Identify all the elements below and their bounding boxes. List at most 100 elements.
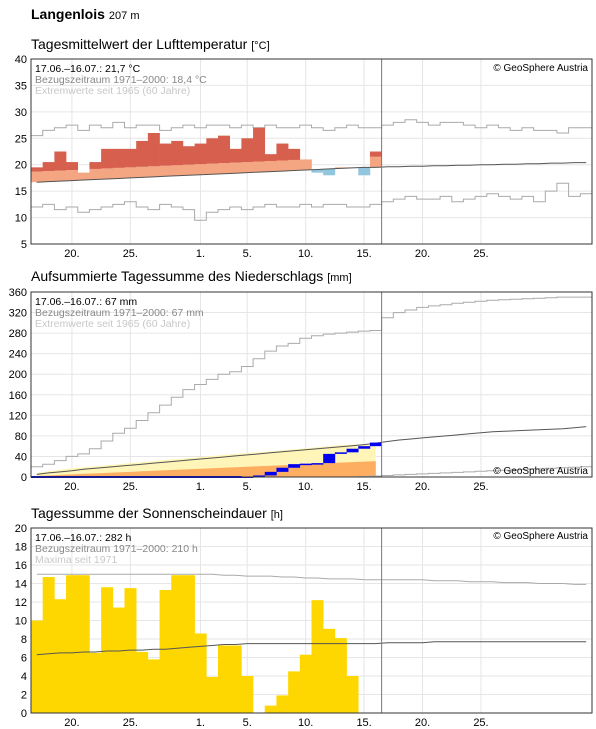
temperature-bar-light <box>89 168 102 180</box>
sunshine-bar <box>77 575 90 713</box>
y-tick-label: 6 <box>21 653 27 665</box>
x-tick-label: 1. <box>196 248 205 260</box>
y-tick-label: 10 <box>15 213 27 225</box>
sunshine-bar <box>112 607 125 713</box>
y-tick-label: 200 <box>9 369 27 381</box>
max-sunshine-line <box>36 573 587 585</box>
station-name: Langenlois <box>31 6 105 22</box>
temperature-bar-warm <box>253 127 266 162</box>
sunshine-bar <box>159 589 172 713</box>
y-tick-label: 30 <box>15 107 27 119</box>
x-tick-label: 20. <box>64 717 79 729</box>
temperature-chart: 5 10 15 20 25 30 35 40 20. 25. 1. 5. 10. 15. 20. 25. 17.… <box>15 54 593 260</box>
temperature-bar-light <box>299 159 312 170</box>
sunshine-chart: 0 2 4 6 8 10 12 14 16 18 20 20. 25. 1. 5. 10. 15. 20. 25. 1… <box>15 523 593 729</box>
x-tick-label: 1. <box>196 717 205 729</box>
x-tick-label: 5. <box>243 717 252 729</box>
max-cumulative-line <box>31 296 592 468</box>
legend-line-1: 17.06.–16.07.: 282 h <box>35 532 131 544</box>
x-tick-label: 10. <box>298 481 313 493</box>
temperature-bar-warm <box>194 143 207 165</box>
x-tick-label: 15. <box>356 248 371 260</box>
y-tick-label: 320 <box>9 308 27 320</box>
y-tick-label: 10 <box>15 616 27 628</box>
temperature-bar-light <box>182 164 195 176</box>
temperature-bar-warm <box>124 148 137 168</box>
legend-line-1: 17.06.–16.07.: 21,7 °C <box>35 63 141 75</box>
precipitation-daily-step <box>253 475 266 477</box>
temperature-bar-light <box>124 167 137 178</box>
x-tick-label: 25. <box>473 248 488 260</box>
x-tick-label: 25. <box>123 717 138 729</box>
legend-line-2: Bezugszeitraum 1971–2000: 210 h <box>35 543 198 555</box>
x-tick-label: 10. <box>298 717 313 729</box>
temperature-bar-warm <box>276 143 289 161</box>
y-tick-label: 20 <box>15 523 27 535</box>
sunshine-bar <box>66 575 79 713</box>
sunshine-bar <box>194 633 207 713</box>
temperature-bar-warm <box>31 167 43 172</box>
temperature-bar-cold <box>311 169 324 173</box>
y-tick-label: 0 <box>21 472 27 484</box>
precipitation-daily-step <box>288 464 301 468</box>
sunshine-bar <box>54 599 67 713</box>
x-tick-label: 1. <box>196 481 205 493</box>
temperature-bar-light <box>194 164 207 175</box>
precipitation-daily-step <box>369 442 382 447</box>
y-tick-label: 16 <box>15 560 27 572</box>
temperature-bar-warm <box>101 148 114 169</box>
temperature-bar-light <box>171 165 184 176</box>
temperature-bar-warm <box>66 162 79 170</box>
y-tick-label: 5 <box>21 239 27 251</box>
sunshine-bar <box>89 652 102 713</box>
precipitation-daily-step <box>299 463 312 466</box>
sunshine-bar <box>101 587 114 713</box>
y-tick-label: 80 <box>15 431 27 443</box>
temperature-bar-warm <box>218 135 230 164</box>
precipitation-unit: [mm] <box>327 272 352 284</box>
legend-line-3: Extremwerte seit 1965 (60 Jahre) <box>35 85 190 97</box>
precipitation-daily-step <box>358 446 371 449</box>
temperature-bar-light <box>159 165 172 177</box>
temperature-unit: [°C] <box>251 40 270 52</box>
temperature-bar-warm <box>89 162 102 169</box>
x-tick-label: 20. <box>415 481 430 493</box>
x-tick-label: 5. <box>243 481 252 493</box>
x-tick-label: 20. <box>415 717 430 729</box>
temperature-bar-light <box>112 167 125 179</box>
temperature-bar-warm <box>241 138 254 163</box>
precipitation-daily-step <box>346 448 359 453</box>
plot-frame <box>30 291 593 478</box>
sunshine-title-text: Tagessumme der Sonnenscheindauer <box>31 505 267 521</box>
plot-frame <box>30 58 593 245</box>
x-tick-label: 15. <box>356 717 371 729</box>
temperature-bar-light <box>101 168 114 179</box>
sunshine-bar <box>31 620 43 713</box>
temperature-bar-warm <box>159 143 172 166</box>
temperature-title: Tagesmittelwert der Lufttemperatur [°C] <box>31 36 270 52</box>
temperature-bar-warm <box>136 140 149 167</box>
temperature-bar-warm <box>206 138 219 164</box>
x-tick-label: 20. <box>64 248 79 260</box>
temperature-bar-cold <box>358 167 371 176</box>
precipitation-daily-step <box>264 471 277 476</box>
x-tick-label: 25. <box>123 481 138 493</box>
sunshine-bar <box>264 705 277 713</box>
y-tick-label: 280 <box>9 328 27 340</box>
temperature-bar-light <box>241 162 254 173</box>
temperature-bar-warm <box>54 151 67 171</box>
y-tick-label: 2 <box>21 690 27 702</box>
temperature-bar-light <box>218 163 230 174</box>
climate-mean-line <box>36 162 587 183</box>
sunshine-bar <box>288 671 301 713</box>
y-tick-label: 25 <box>15 133 27 145</box>
copyright-sunshine: © GeoSphere Austria <box>493 531 588 542</box>
sunshine-bar <box>323 628 336 713</box>
y-tick-label: 160 <box>9 390 27 402</box>
sunshine-bar <box>42 577 55 713</box>
temperature-bar-warm <box>229 148 242 163</box>
sunshine-bar <box>334 638 347 713</box>
y-tick-label: 20 <box>15 160 27 172</box>
temperature-bar-warm <box>147 133 160 167</box>
y-tick-label: 40 <box>15 451 27 463</box>
